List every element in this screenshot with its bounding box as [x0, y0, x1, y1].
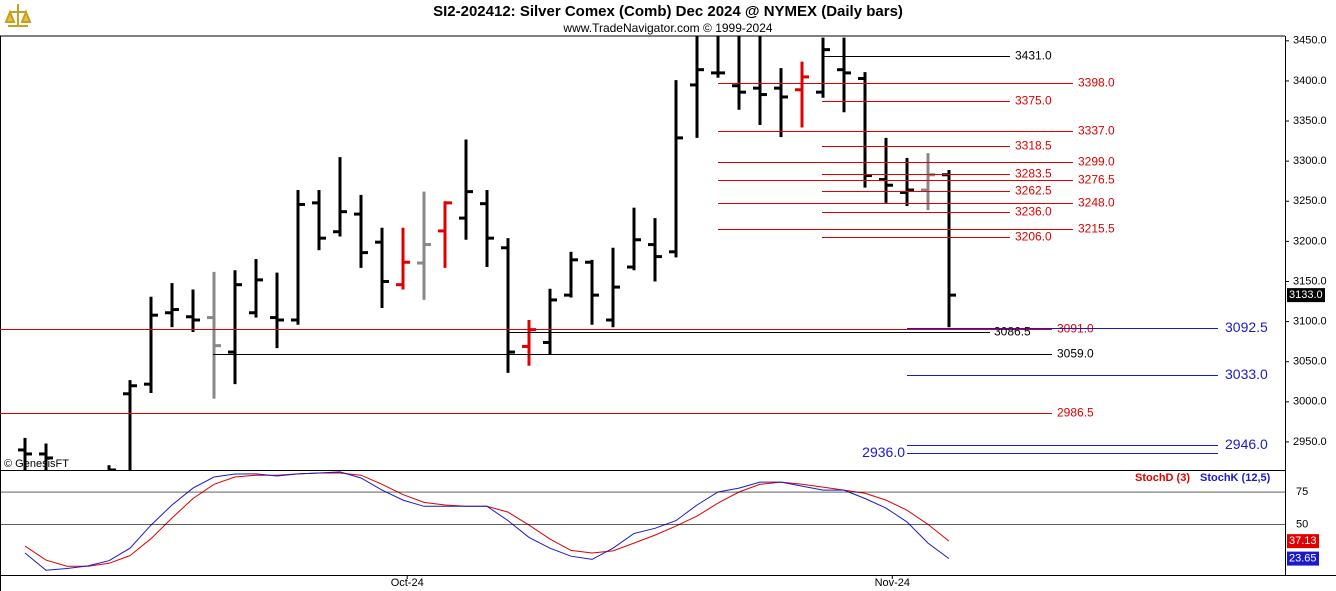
level-label: 3059.0	[1057, 347, 1094, 361]
y-tick-label: 3250.0	[1293, 195, 1327, 207]
chart-title: SI2-202412: Silver Comex (Comb) Dec 2024…	[433, 3, 903, 20]
logo	[4, 4, 32, 27]
level-label: 2986.5	[1057, 406, 1094, 420]
stoch-line	[24, 471, 950, 571]
price-panel	[18, 36, 956, 470]
level-label: 2946.0	[1225, 436, 1268, 452]
level-label: 3086.5	[994, 325, 1031, 339]
watermark: © GenesisFT	[4, 458, 69, 470]
level-label: 3262.5	[1015, 184, 1052, 198]
level-label: 3299.0	[1078, 155, 1115, 169]
stoch-value-label: 23.65	[1289, 553, 1317, 565]
y-tick-label: 3050.0	[1293, 356, 1327, 368]
last-price-label: 3133.0	[1289, 289, 1323, 301]
x-tick-label: Nov-24	[875, 577, 910, 589]
y-tick-label: 2950.0	[1293, 436, 1327, 448]
stoch-tick-label: 50	[1296, 518, 1308, 530]
y-tick-label: 3450.0	[1293, 35, 1327, 47]
y-tick-label: 3300.0	[1293, 155, 1327, 167]
x-tick-label: Oct-24	[391, 577, 424, 589]
stoch-tick-label: 75	[1296, 486, 1308, 498]
stoch-value-box	[1287, 534, 1319, 549]
level-label: 3375.0	[1015, 94, 1052, 108]
level-label: 3092.5	[1225, 319, 1268, 335]
y-tick-label: 3150.0	[1293, 275, 1327, 287]
level-label: 3337.0	[1078, 124, 1115, 138]
legend-entry: StochD (3)	[1135, 472, 1190, 484]
legend-entry: StochK (12,5)	[1200, 472, 1271, 484]
level-label: 3215.5	[1078, 222, 1115, 236]
level-lines: 3431.0 3398.0 3375.0 3337.0 3318.5 3299.0 3283…	[0, 49, 1268, 460]
level-label: 3283.5	[1015, 167, 1052, 181]
stochastic-axis: 50 75 StochD (3) 37.13 StochK (12,5) 23.65	[0, 472, 1319, 566]
level-label: 3206.0	[1015, 230, 1052, 244]
level-label: 3236.0	[1015, 205, 1052, 219]
y-tick-label: 3100.0	[1293, 315, 1327, 327]
level-label: 3318.5	[1015, 139, 1052, 153]
last-price-box	[1287, 288, 1325, 303]
axes: 2950.0 3000.0 3050.0 3100.0 3150.0 3200.0 3250…	[391, 35, 1327, 589]
y-tick-label: 3200.0	[1293, 235, 1327, 247]
level-label: 2936.0	[862, 444, 905, 460]
level-label: 3276.5	[1078, 173, 1115, 187]
chart-subtitle: www.TradeNavigator.com © 1999-2024	[562, 21, 772, 35]
stochastic-panel	[24, 471, 950, 571]
level-label: 3398.0	[1078, 76, 1115, 90]
level-label: 3431.0	[1015, 49, 1052, 63]
level-label: 3033.0	[1225, 366, 1268, 382]
y-tick-label: 3400.0	[1293, 75, 1327, 87]
stoch-value-box	[1287, 551, 1319, 566]
stoch-value-label: 37.13	[1289, 535, 1317, 547]
level-label: 3248.0	[1078, 196, 1115, 210]
y-tick-label: 3350.0	[1293, 115, 1327, 127]
y-tick-label: 3000.0	[1293, 396, 1327, 408]
